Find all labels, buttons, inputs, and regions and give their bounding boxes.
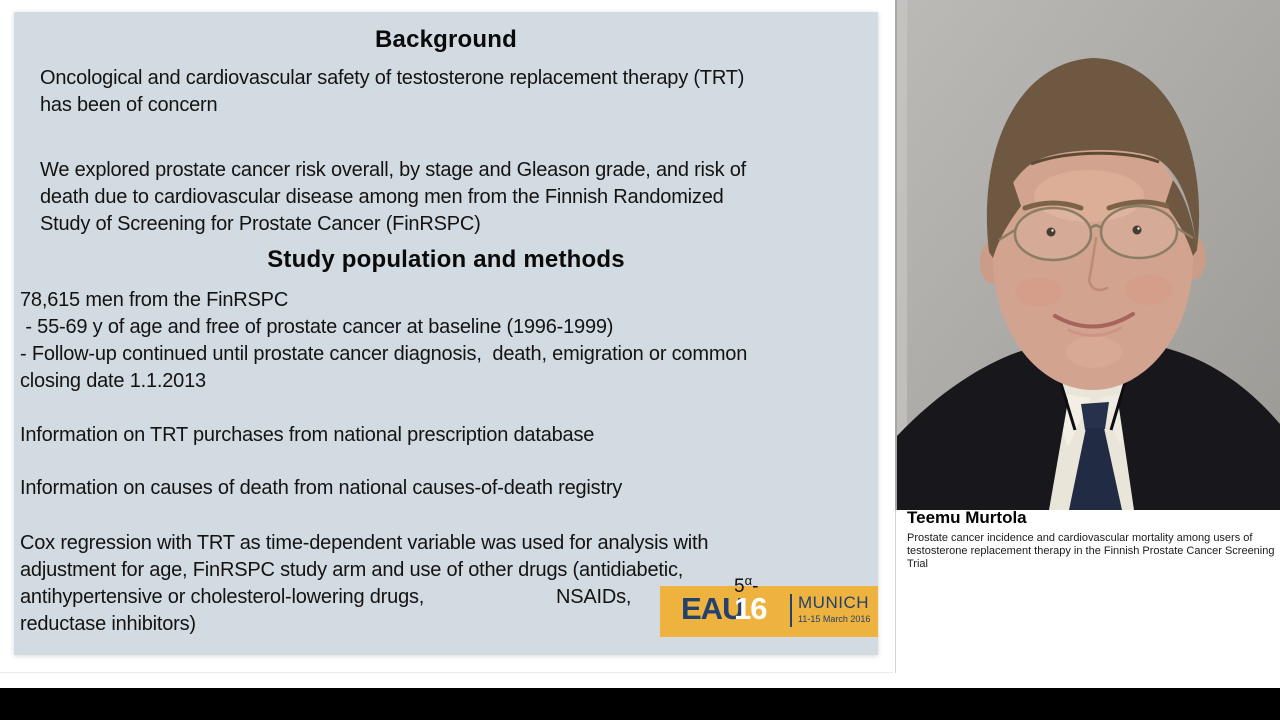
- cox-line2: adjustment for age, FinRSPC study arm an…: [20, 559, 684, 581]
- alpha-dash: -: [752, 576, 759, 597]
- glasses: [998, 204, 1194, 262]
- pane-divider-lower: [895, 510, 896, 673]
- logo-org-text: EAU: [681, 591, 744, 626]
- nose: [1087, 236, 1109, 292]
- talk-title-line2: testosterone replacement therapy in the …: [907, 545, 1275, 557]
- para2-line2: death due to cardiovascular disease amon…: [40, 186, 724, 208]
- talk-title-line3: Trial: [907, 558, 928, 570]
- methods-line4: closing date 1.1.2013: [20, 370, 206, 392]
- bottom-letterbox-bar: [0, 688, 1280, 720]
- logo-year-text: 16: [734, 591, 767, 626]
- para2-line3: Study of Screening for Prostate Cancer (…: [40, 213, 481, 235]
- eyes: [1046, 225, 1142, 237]
- methods-line1: 78,615 men from the FinRSPC: [20, 289, 289, 311]
- info-line2: Information on causes of death from nati…: [20, 477, 623, 499]
- slide-section-title: Study population and methods: [267, 246, 625, 273]
- cox-line3: antihypertensive or cholesterol-lowering…: [20, 586, 425, 608]
- five-alpha-digit: 5: [734, 576, 745, 597]
- logo-city-text: MUNICH: [798, 593, 869, 612]
- para1-line2: has been of concern: [40, 94, 218, 116]
- speaker-info: Teemu Murtola Prostate cancer incidence …: [907, 508, 1275, 571]
- speaker-name: Teemu Murtola: [907, 508, 1027, 527]
- mouth: [1053, 312, 1135, 337]
- speaker-pane: Teemu Murtola Prostate cancer incidence …: [897, 0, 1280, 688]
- logo-separator: [790, 594, 792, 627]
- eau16-munich-logo: EAU 16 MUNICH 11-15 March 2016: [660, 586, 878, 637]
- cox-line1: Cox regression with TRT as time-dependen…: [20, 532, 709, 554]
- cox-line3-nsaids: NSAIDs,: [556, 586, 632, 608]
- slide-pane: Background Oncological and cardiovascula…: [0, 12, 893, 673]
- presentation-slide: Background Oncological and cardiovascula…: [14, 12, 878, 655]
- methods-line3: - Follow-up continued until prostate can…: [20, 343, 748, 365]
- cox-line4: reductase inhibitors): [20, 613, 196, 635]
- speaker-photo: [897, 0, 1280, 510]
- faint-horizontal-divider: [0, 672, 893, 673]
- five-alpha-text: 5α-: [734, 573, 758, 598]
- pane-divider: [895, 0, 897, 510]
- methods-line2: - 55-69 y of age and free of prostate ca…: [20, 316, 614, 338]
- info-line1: Information on TRT purchases from nation…: [20, 424, 595, 446]
- slide-title: Background: [374, 26, 517, 53]
- alpha-glyph: α: [744, 573, 753, 588]
- hair: [986, 58, 1200, 258]
- talk-title-line1: Prostate cancer incidence and cardiovasc…: [907, 532, 1253, 544]
- tie: [1069, 402, 1122, 510]
- logo-dates-text: 11-15 March 2016: [798, 614, 871, 624]
- eyebrows: [1022, 199, 1170, 211]
- para1-line1: Oncological and cardiovascular safety of…: [40, 67, 745, 89]
- para2-line1: We explored prostate cancer risk overall…: [40, 159, 747, 181]
